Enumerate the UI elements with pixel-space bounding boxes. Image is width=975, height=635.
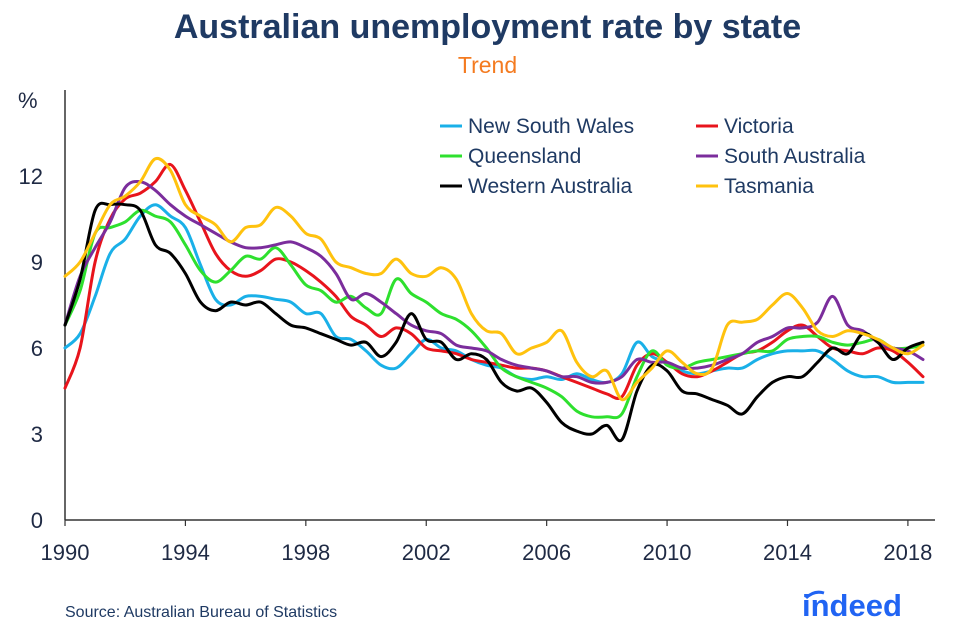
y-tick-label: 3 [31,422,43,447]
series-line-victoria [63,163,925,400]
legend-label-tasmania: Tasmania [724,175,814,198]
series-line-tasmania [63,156,925,402]
source-note: Source: Australian Bureau of Statistics [65,604,338,621]
svg-text:indeed: indeed [802,588,902,623]
x-tick-label: 2006 [522,540,571,565]
y-tick-label: 12 [19,164,43,189]
series-line-queensland [63,208,925,420]
x-tick-label: 1998 [281,540,330,565]
legend-label-new-south-wales: New South Wales [468,115,634,138]
series-line-western-australia [63,201,925,443]
chart-subtitle: Trend [457,52,518,78]
y-tick-label: 6 [31,336,43,361]
legend-label-queensland: Queensland [468,145,581,168]
x-tick-label: 1990 [41,540,90,565]
series-line-new-south-wales [63,203,925,385]
legend-label-south-australia: South Australia [724,145,866,168]
y-axis-label: % [18,88,38,113]
chart-title: Australian unemployment rate by state [173,8,802,46]
indeed-logo: indeed [802,588,902,623]
x-tick-label: 1994 [161,540,210,565]
series-layer [63,156,925,443]
x-tick-label: 2014 [763,540,812,565]
series-line-south-australia [63,179,925,385]
y-tick-label: 0 [31,508,43,533]
legend: New South Wales Victoria Queensland South A… [440,115,866,198]
chart-axes: % 0 3 6 9 12 1990 1994 1998 2002 2006 2010 2014 2018 [18,88,935,565]
x-tick-label: 2010 [643,540,692,565]
legend-label-victoria: Victoria [724,115,794,138]
x-tick-label: 2002 [402,540,451,565]
x-tick-label: 2018 [883,540,932,565]
legend-label-western-australia: Western Australia [468,175,633,198]
y-tick-label: 9 [31,250,43,275]
